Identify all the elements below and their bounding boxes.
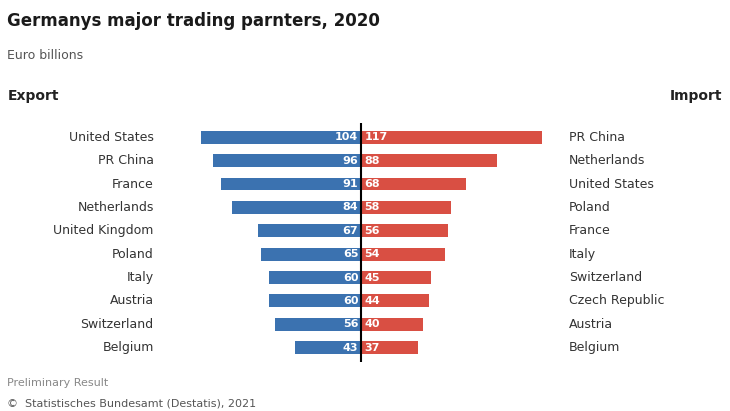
Bar — [258, 224, 361, 237]
Bar — [231, 201, 361, 214]
Text: 56: 56 — [364, 226, 380, 236]
Text: Belgium: Belgium — [102, 341, 153, 354]
Text: 40: 40 — [364, 319, 380, 329]
Text: Czech Republic: Czech Republic — [569, 294, 664, 307]
Text: Belgium: Belgium — [569, 341, 620, 354]
Bar — [261, 248, 361, 261]
Text: PR China: PR China — [569, 131, 625, 144]
Text: 54: 54 — [364, 249, 380, 259]
Text: United Kingdom: United Kingdom — [53, 224, 153, 237]
Text: 44: 44 — [364, 296, 380, 306]
Text: Italy: Italy — [569, 248, 596, 261]
Text: 45: 45 — [364, 272, 380, 282]
Text: Preliminary Result: Preliminary Result — [7, 378, 109, 388]
Bar — [269, 271, 361, 284]
Text: Import: Import — [670, 89, 723, 103]
Text: Austria: Austria — [569, 318, 613, 331]
Bar — [361, 248, 445, 261]
Text: Switzerland: Switzerland — [80, 318, 153, 331]
Text: 68: 68 — [364, 179, 380, 189]
Text: 67: 67 — [342, 226, 358, 236]
Text: United States: United States — [569, 178, 654, 191]
Bar — [269, 295, 361, 307]
Text: 117: 117 — [364, 132, 388, 142]
Bar — [361, 341, 418, 354]
Bar — [361, 318, 423, 331]
Text: Poland: Poland — [112, 248, 153, 261]
Text: 60: 60 — [343, 272, 358, 282]
Bar — [201, 131, 361, 144]
Text: Export: Export — [7, 89, 59, 103]
Text: 58: 58 — [364, 203, 380, 212]
Bar — [361, 178, 466, 190]
Text: 91: 91 — [342, 179, 358, 189]
Text: 56: 56 — [343, 319, 358, 329]
Bar — [361, 131, 542, 144]
Text: France: France — [569, 224, 611, 237]
Text: France: France — [112, 178, 153, 191]
Bar — [361, 154, 497, 167]
Text: Poland: Poland — [569, 201, 611, 214]
Text: 96: 96 — [342, 156, 358, 166]
Bar — [221, 178, 361, 190]
Text: 104: 104 — [335, 132, 358, 142]
Bar — [361, 271, 431, 284]
Bar — [361, 295, 429, 307]
Text: ©  Statistisches Bundesamt (Destatis), 2021: © Statistisches Bundesamt (Destatis), 20… — [7, 399, 256, 409]
Text: Germanys major trading parnters, 2020: Germanys major trading parnters, 2020 — [7, 12, 380, 30]
Text: Netherlands: Netherlands — [77, 201, 153, 214]
Text: Euro billions: Euro billions — [7, 49, 83, 62]
Bar — [361, 201, 451, 214]
Text: 84: 84 — [342, 203, 358, 212]
Bar — [213, 154, 361, 167]
Text: Austria: Austria — [110, 294, 153, 307]
Bar — [295, 341, 361, 354]
Text: 88: 88 — [364, 156, 380, 166]
Text: Italy: Italy — [126, 271, 153, 284]
Text: 65: 65 — [343, 249, 358, 259]
Text: 43: 43 — [343, 343, 358, 353]
Text: 60: 60 — [343, 296, 358, 306]
Text: Netherlands: Netherlands — [569, 154, 645, 167]
Bar — [275, 318, 361, 331]
Text: PR China: PR China — [98, 154, 153, 167]
Text: United States: United States — [69, 131, 153, 144]
Bar — [361, 224, 447, 237]
Text: 37: 37 — [364, 343, 380, 353]
Text: Switzerland: Switzerland — [569, 271, 642, 284]
